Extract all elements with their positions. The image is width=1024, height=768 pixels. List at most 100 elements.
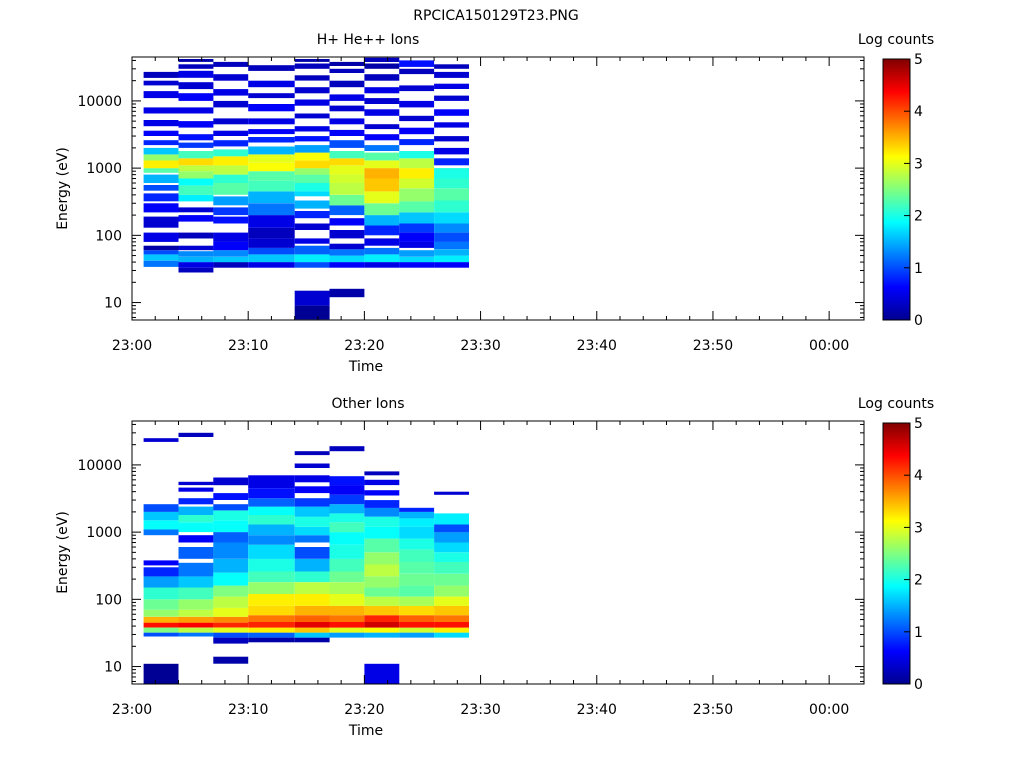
other-ions-heatmap-cell: [178, 587, 214, 600]
other-ions-x-axis-label: Time: [348, 723, 383, 739]
h-ions-heatmap-cell: [434, 232, 469, 242]
h-ions-heatmap-cell: [248, 162, 295, 172]
other-ions-heatmap-cell: [213, 477, 249, 486]
other-ions-heatmap-cell: [399, 605, 435, 616]
h-ions-heatmap-cell: [399, 115, 435, 122]
h-ions-heatmap-cell: [364, 87, 400, 94]
other-ions-heatmap-cell: [329, 485, 365, 495]
other-ions-colorbar-tick-label: 3: [914, 520, 923, 536]
other-ions-heatmap-cell: [294, 535, 330, 543]
h-ions-heatmap-cell: [248, 238, 295, 248]
h-ions-heatmap-cell: [294, 59, 330, 62]
h-ions-heatmap-cell: [434, 147, 469, 155]
other-ions-heatmap-cell: [213, 558, 249, 573]
h-ions-heatmap-cell: [294, 87, 330, 94]
other-ions-y-tick-label: 1000: [86, 525, 122, 541]
other-ions-heatmap-cell: [364, 516, 400, 527]
h-ions-heatmap-cell: [364, 74, 400, 81]
h-ions-heatmap-cell: [178, 262, 214, 268]
other-ions-heatmap-cell: [329, 627, 365, 633]
other-ions-heatmap-cell: [329, 582, 365, 594]
h-ions-heatmap-cell: [294, 174, 330, 183]
other-ions-heatmap-cell: [178, 622, 214, 628]
h-ions-heatmap-cell: [399, 178, 435, 189]
h-ions-heatmap-cell: [294, 126, 330, 132]
other-ions-heatmap-cell: [213, 607, 249, 617]
h-ions-heatmap-cell: [364, 191, 400, 204]
h-ions-heatmap-cell: [399, 232, 435, 242]
h-ions-heatmap-cell: [399, 139, 435, 146]
h-ions-heatmap-cell: [248, 262, 295, 268]
other-ions-heatmap-cell: [434, 605, 469, 616]
h-ions-heatmap-cell: [434, 223, 469, 233]
other-ions-heatmap-cell: [294, 594, 330, 606]
h-ions-heatmap-cell: [329, 94, 365, 101]
other-ions-heatmap-cell: [178, 498, 214, 505]
h-ions-heatmap-cell: [143, 91, 179, 99]
h-ions-heatmap-cell: [294, 145, 330, 153]
h-ions-heatmap-cell: [143, 232, 179, 242]
other-ions-heatmap-cell: [364, 507, 400, 517]
other-ions-heatmap-cell: [178, 515, 214, 523]
h-ions-heatmap-cell: [143, 160, 179, 169]
h-ions-x-tick-label: 23:30: [460, 338, 500, 354]
other-ions-heatmap-cell: [294, 486, 330, 494]
h-ions-heatmap-cell: [213, 140, 249, 147]
other-ions-heatmap-cell: [434, 513, 469, 525]
other-ions-heatmap-cell: [248, 632, 295, 638]
other-ions-heatmap-cell: [364, 663, 400, 684]
h-ions-heatmap-cell: [294, 75, 330, 81]
other-ions-heatmap-cell: [143, 627, 179, 633]
h-ions-y-axis-label: Energy (eV): [55, 147, 71, 230]
h-ions-heatmap-cell: [364, 98, 400, 104]
other-ions-heatmap-cell: [294, 463, 330, 468]
h-ions-heatmap-cell: [143, 107, 179, 114]
other-ions-heatmap-cell: [294, 637, 330, 643]
other-ions-heatmap-cell: [364, 615, 400, 622]
h-ions-x-tick-label: 00:00: [809, 338, 849, 354]
other-ions-y-tick-label: 10000: [77, 458, 122, 474]
h-ions-heatmap-cell: [213, 241, 249, 251]
h-ions-heatmap-cell: [213, 183, 249, 195]
other-ions-heatmap-cell: [364, 471, 400, 476]
h-ions-heatmap-cell: [434, 262, 469, 268]
h-ions-heatmap-cell: [213, 100, 249, 108]
other-ions-heatmap-cell: [213, 656, 249, 664]
other-ions-heatmap-cell: [248, 515, 295, 525]
h-ions-heatmap-cell: [143, 250, 179, 255]
other-ions-heatmap-cell: [143, 632, 179, 637]
h-ions-heatmap-cell: [329, 61, 365, 66]
other-ions-heatmap-cell: [178, 506, 214, 515]
h-ions-panel: 23:00 23:10 23:20 23:30 23:40 23:50 00:0010100…: [55, 32, 934, 375]
other-ions-heatmap-cell: [294, 498, 330, 507]
h-ions-colorbar-tick-label: 0: [914, 313, 923, 329]
h-ions-heatmap-cell: [178, 245, 214, 251]
h-ions-heatmap-cell: [294, 63, 330, 69]
h-ions-heatmap-cell: [434, 178, 469, 189]
h-ions-heatmap-cell: [399, 250, 435, 257]
other-ions-heatmap-cell: [248, 498, 295, 507]
other-ions-heatmap-cell: [178, 627, 214, 633]
h-ions-x-tick-label: 23:40: [577, 338, 617, 354]
other-ions-heatmap-cell: [399, 627, 435, 633]
other-ions-heatmap-cell: [178, 547, 214, 559]
h-ions-heatmap-cell: [434, 122, 469, 128]
h-ions-heatmap-cell: [213, 61, 249, 67]
other-ions-heatmap-cell: [248, 475, 295, 489]
other-ions-heatmap-cell: [294, 506, 330, 517]
other-ions-heatmap-cell: [213, 532, 249, 543]
h-ions-heatmap-cell: [294, 152, 330, 161]
other-ions-heatmap-cell: [329, 571, 365, 583]
h-ions-heatmap-cell: [178, 142, 214, 148]
other-ions-heatmap-cell: [329, 544, 365, 559]
h-ions-heatmap-cell: [434, 241, 469, 250]
h-ions-x-tick-label: 23:00: [112, 338, 152, 354]
h-ions-heatmap-cell: [248, 146, 295, 155]
other-ions-heatmap-cell: [434, 632, 469, 638]
other-ions-x-tick-label: 23:50: [693, 702, 733, 718]
other-ions-heatmap-cell: [294, 475, 330, 483]
other-ions-heatmap-cell: [248, 544, 295, 559]
other-ions-heatmap-cell: [364, 605, 400, 616]
h-ions-heatmap-cell: [399, 223, 435, 233]
other-ions-heatmap-cell: [329, 622, 365, 628]
